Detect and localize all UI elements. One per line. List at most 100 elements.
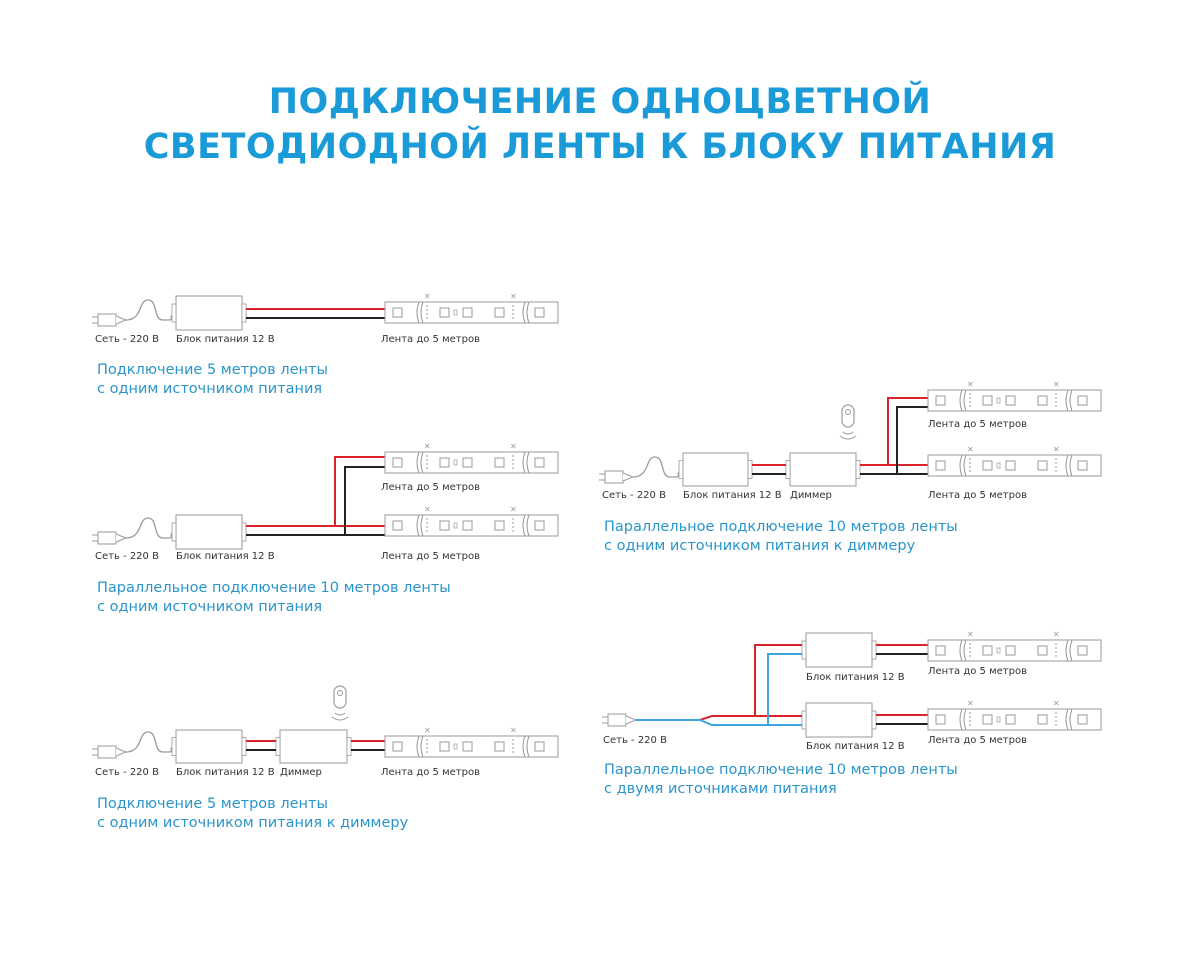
remote-button [337, 690, 343, 696]
wire [699, 719, 802, 726]
plug-icon [599, 456, 684, 484]
terminal [275, 737, 281, 756]
strip-joint [526, 301, 530, 324]
plug-body [97, 531, 117, 545]
dimmer [785, 452, 861, 487]
terminal [871, 640, 877, 660]
dimmer-label: Диммер [790, 490, 832, 501]
led-chip [392, 520, 403, 531]
led-chip [534, 520, 545, 531]
strip-joint [1065, 454, 1069, 477]
caption-line: с двумя источниками питания [604, 781, 837, 797]
cut-mark-icon: ✕ [967, 380, 974, 389]
led-chip [982, 714, 993, 725]
led-chip [392, 457, 403, 468]
power-supply-body [175, 729, 243, 764]
plug-icon [92, 299, 177, 327]
signal-wave [334, 712, 346, 716]
strip-joint [963, 389, 967, 412]
led-chip [1005, 714, 1016, 725]
terminal [171, 737, 177, 756]
caption-line: с одним источником питания [97, 381, 323, 397]
led-chip [1077, 645, 1088, 656]
mains-label: Сеть - 220 В [95, 334, 159, 345]
plug-neck [625, 715, 638, 725]
plug-body [607, 713, 627, 727]
led-chip [462, 741, 473, 752]
strip-joint [526, 451, 530, 474]
led-strip: ✕ ✕ [927, 699, 1102, 731]
signal-wave [331, 716, 349, 721]
cut-mark-icon: ✕ [1053, 445, 1060, 454]
title-line-1: ПОДКЛЮЧЕНИЕ ОДНОЦВЕТНОЙ [268, 82, 932, 122]
mains-label: Сеть - 220 В [95, 551, 159, 562]
led-chip [982, 645, 993, 656]
strip-joint [420, 735, 424, 758]
caption-line: Параллельное подключение 10 метров ленты [604, 519, 958, 535]
caption-line: Параллельное подключение 10 метров ленты [97, 580, 451, 596]
led-chip [935, 460, 946, 471]
power-cable [125, 299, 177, 321]
cut-mark-icon: ✕ [1053, 380, 1060, 389]
cut-mark-icon: ✕ [510, 726, 517, 735]
strip-joint [420, 451, 424, 474]
terminal [785, 460, 791, 479]
mains-label: Сеть - 220 В [603, 735, 667, 746]
strip-joint [416, 514, 420, 537]
diagram-4-caption: Параллельное подключение 10 метров ленты… [604, 518, 958, 556]
strip-label: Лента до 5 метров [381, 767, 480, 778]
cut-mark-icon: ✕ [967, 699, 974, 708]
diagram-5-caption: Параллельное подключение 10 метров ленты… [604, 761, 958, 799]
strip-label: Лента до 5 метров [381, 334, 480, 345]
caption-line: Подключение 5 метров ленты [97, 796, 328, 812]
cut-mark-icon: ✕ [1053, 630, 1060, 639]
led-chip [439, 520, 450, 531]
led-chip [462, 520, 473, 531]
led-chip [534, 457, 545, 468]
power-supply [171, 295, 247, 331]
strip-joint [959, 639, 963, 662]
strip-joint [963, 639, 967, 662]
power-supply [801, 632, 877, 668]
strip-joint [1069, 389, 1073, 412]
remote-button [845, 409, 851, 415]
power-supply-body [805, 632, 873, 668]
dimmer [275, 729, 352, 764]
strip-joint [522, 735, 526, 758]
strip-joint [420, 301, 424, 324]
strip-joint [963, 454, 967, 477]
terminal [346, 737, 352, 756]
terminal [241, 303, 247, 323]
strip-joint [420, 514, 424, 537]
power-supply [171, 729, 247, 764]
title-line-2: СВЕТОДИОДНОЙ ЛЕНТЫ К БЛОКУ ПИТАНИЯ [143, 127, 1057, 167]
diagram-3-caption: Подключение 5 метров ленты с одним источ… [97, 795, 408, 833]
plug-neck [622, 472, 635, 482]
psu-label: Блок питания 12 В [176, 551, 275, 562]
led-strip: ✕ ✕ [384, 726, 559, 758]
cut-mark-icon: ✕ [424, 292, 431, 301]
plug-icon [92, 731, 177, 759]
terminal [171, 522, 177, 542]
terminal [171, 303, 177, 323]
resistor [996, 647, 1001, 654]
remote-icon [839, 404, 857, 440]
plug-body [97, 313, 117, 327]
led-chip [534, 741, 545, 752]
strip-joint [522, 451, 526, 474]
psu-label: Блок питания 12 В [176, 334, 275, 345]
resistor [996, 397, 1001, 404]
strip-label: Лента до 5 метров [928, 419, 1027, 430]
plug-body [97, 745, 117, 759]
psu-label: Блок питания 12 В [683, 490, 782, 501]
resistor [453, 743, 458, 750]
signal-wave [842, 431, 854, 435]
terminal [801, 640, 807, 660]
strip-joint [959, 708, 963, 731]
cut-mark-icon: ✕ [967, 445, 974, 454]
terminal [241, 737, 247, 756]
cut-mark-icon: ✕ [967, 630, 974, 639]
terminal [871, 710, 877, 730]
wire [767, 653, 802, 725]
cut-mark-icon: ✕ [510, 442, 517, 451]
